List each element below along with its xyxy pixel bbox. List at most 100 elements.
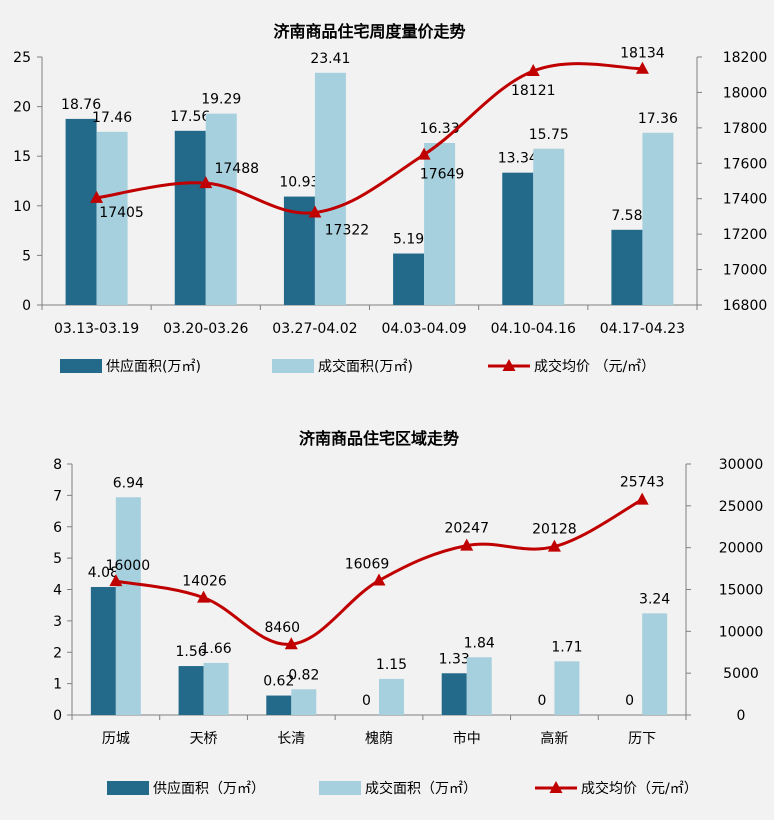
price-point-marker	[547, 539, 561, 552]
bar-data-label: 17.36	[638, 111, 678, 127]
legend-swatch-sold	[319, 781, 361, 795]
legend-label: 成交面积(万㎡)	[318, 358, 413, 375]
bar-data-label: 0	[625, 693, 634, 709]
left-axis-tick-label: 20	[13, 100, 31, 116]
left-axis-tick-label: 15	[13, 149, 31, 165]
price-data-label: 14026	[182, 574, 227, 590]
bar-data-label: 1.15	[376, 657, 407, 673]
left-axis-tick-label: 6	[53, 520, 62, 536]
right-axis-tick-label: 17000	[723, 263, 768, 279]
price-point-marker	[526, 63, 540, 76]
left-axis-tick-label: 8	[53, 457, 62, 473]
x-axis-category-label: 天桥	[190, 731, 218, 747]
price-line	[96, 62, 643, 215]
bar-sold	[96, 131, 128, 305]
left-axis-tick-label: 5	[22, 248, 31, 264]
price-data-label: 17488	[214, 161, 259, 177]
right-axis-tick-label: 17600	[723, 156, 768, 172]
left-axis-tick-label: 2	[53, 645, 62, 661]
price-data-label: 17405	[99, 205, 144, 221]
left-axis-tick-label: 4	[53, 583, 62, 599]
price-point-marker	[460, 538, 474, 551]
price-point-marker	[109, 574, 123, 587]
bar-data-label: 16.33	[420, 121, 460, 137]
bar-sold	[642, 132, 674, 305]
bar-supply	[266, 695, 292, 715]
x-axis-category-label: 槐荫	[365, 731, 393, 747]
bar-supply	[178, 666, 204, 715]
price-point-marker	[197, 590, 211, 603]
left-axis-tick-label: 25	[13, 50, 31, 66]
bar-data-label: 15.75	[529, 127, 569, 143]
bar-data-label: 5.19	[393, 232, 424, 248]
bar-data-label: 1.33	[439, 651, 470, 667]
left-axis-tick-label: 1	[53, 677, 62, 693]
bar-supply	[502, 172, 534, 305]
bar-data-label: 4.08	[88, 565, 119, 581]
bar-data-label: 1.66	[200, 641, 231, 657]
x-axis-category-label: 历城	[102, 731, 130, 747]
price-data-label: 16069	[345, 557, 390, 573]
bar-supply	[65, 118, 97, 305]
x-axis-category-label: 04.10-04.16	[491, 321, 576, 337]
bar-supply	[611, 229, 643, 305]
right-axis-tick-label: 17200	[723, 227, 768, 243]
chart-title: 济南商品住宅区域走势	[299, 429, 459, 448]
chart-title: 济南商品住宅周度量价走势	[273, 22, 465, 41]
price-point-marker	[199, 176, 213, 189]
bar-sold	[533, 148, 565, 305]
price-data-label: 17649	[420, 167, 465, 183]
right-axis-tick-label: 18000	[723, 85, 768, 101]
bar-data-label: 17.56	[170, 109, 210, 125]
left-axis-tick-label: 0	[22, 298, 31, 314]
price-point-marker	[284, 637, 298, 650]
price-point-marker	[635, 492, 649, 505]
price-data-label: 20247	[444, 521, 489, 537]
price-data-label: 8460	[264, 620, 300, 636]
x-axis-category-label: 03.27-04.02	[272, 321, 357, 337]
bar-sold	[314, 72, 346, 305]
bar-sold	[115, 497, 141, 715]
bar-data-label: 10.93	[279, 175, 319, 191]
x-axis-category-label: 04.17-04.23	[600, 321, 685, 337]
weekly-trend-chart: 济南商品住宅周度量价走势 0 5 10 15 20 25 16800 17000 17200 174…	[13, 22, 767, 375]
bar-sold	[205, 113, 237, 305]
x-axis-category-label: 长清	[277, 731, 305, 747]
district-trend-chart: 济南商品住宅区域走势 0 1 2 3 4 5 6 7 8 0 5000 10000 15000 20000 2…	[53, 429, 763, 797]
right-axis-tick-label: 16800	[723, 298, 768, 314]
bar-sold	[554, 661, 580, 715]
right-axis-tick-label: 0	[737, 708, 746, 724]
legend-label: 成交均价（元/㎡）	[581, 780, 698, 797]
bar-data-label: 6.94	[113, 475, 144, 491]
bar-sold	[642, 613, 668, 715]
bar-data-label: 0	[537, 693, 546, 709]
legend-label: 成交均价 （元/㎡）	[534, 358, 655, 375]
legend-label: 供应面积(万㎡)	[106, 358, 201, 375]
bar-data-label: 23.41	[310, 51, 350, 67]
right-axis-tick-label: 18200	[723, 50, 768, 66]
bar-data-label: 0.82	[288, 667, 319, 683]
price-data-label: 17322	[325, 223, 370, 239]
bar-data-label: 18.76	[61, 97, 101, 113]
bar-data-label: 13.34	[498, 151, 538, 167]
price-data-label: 18134	[620, 46, 665, 62]
bar-supply	[174, 130, 206, 305]
left-axis-tick-label: 0	[53, 708, 62, 724]
legend-label: 供应面积（万㎡）	[153, 780, 265, 797]
right-axis-tick-label: 15000	[719, 583, 764, 599]
legend-swatch-supply	[107, 781, 149, 795]
right-axis-tick-label: 10000	[719, 624, 764, 640]
bar-supply	[90, 586, 116, 715]
price-data-label: 16000	[106, 558, 151, 574]
legend-swatch-supply	[60, 359, 102, 373]
right-axis-tick-label: 17800	[723, 121, 768, 137]
bar-sold	[424, 143, 456, 305]
bar-sold	[466, 657, 492, 715]
bar-supply	[393, 253, 425, 305]
price-point-marker	[90, 190, 104, 203]
legend-swatch-sold	[272, 359, 314, 373]
legend-label: 成交面积（万㎡）	[365, 780, 477, 797]
right-axis-tick-label: 5000	[723, 666, 759, 682]
